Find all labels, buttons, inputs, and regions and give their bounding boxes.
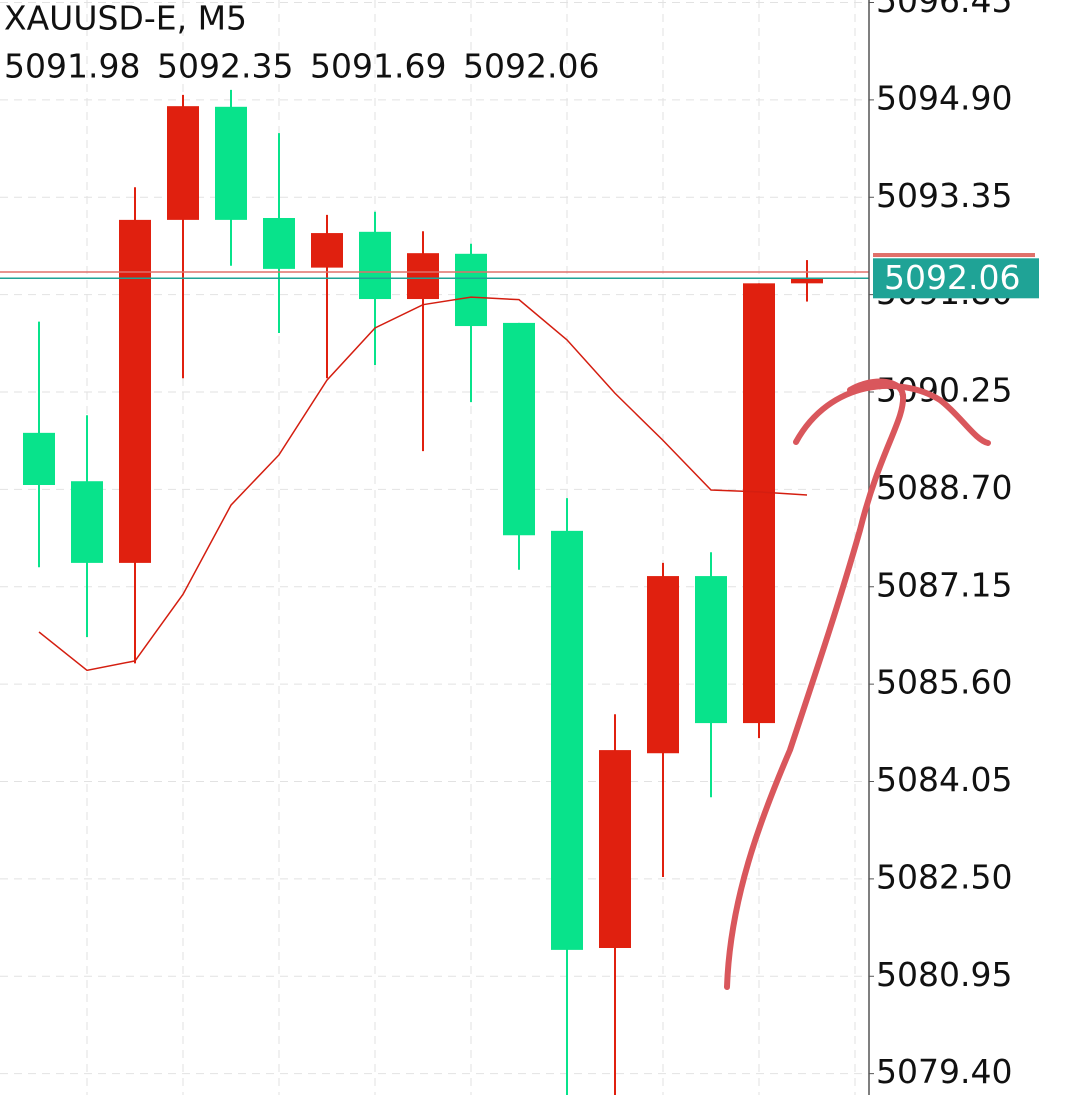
candle-body xyxy=(167,106,199,220)
y-tick-label: 5096.45 xyxy=(876,0,1012,20)
y-tick-label: 5079.40 xyxy=(876,1052,1012,1091)
plot xyxy=(0,89,869,1095)
candle-body xyxy=(743,283,775,724)
candle-body xyxy=(23,432,55,485)
price-axis: 5096.455094.905093.355091.805090.255088.… xyxy=(869,0,1039,1091)
y-tick-label: 5080.95 xyxy=(876,955,1012,994)
ohlc-value: 5091.69 xyxy=(310,47,446,86)
pen-stroke xyxy=(724,378,907,990)
candle-body xyxy=(455,253,487,327)
candle-body xyxy=(551,530,583,950)
y-tick-label: 5094.90 xyxy=(876,78,1012,117)
candle-body xyxy=(71,481,103,563)
y-tick-label: 5085.60 xyxy=(876,663,1012,702)
ask-marker xyxy=(873,253,1035,258)
ohlc-value: 5092.06 xyxy=(463,47,599,86)
candle-body xyxy=(359,231,391,300)
candle-body xyxy=(311,233,343,268)
candle-body xyxy=(599,750,631,948)
ohlc-value: 5092.35 xyxy=(157,47,293,86)
candle-body xyxy=(791,278,823,284)
moving-average-line xyxy=(38,296,808,672)
candle-body xyxy=(503,322,535,536)
candle-body xyxy=(407,253,439,300)
price-label: 5092.06 xyxy=(884,258,1020,297)
candle-body xyxy=(695,576,727,724)
y-tick-label: 5088.70 xyxy=(876,468,1012,507)
y-tick-label: 5082.50 xyxy=(876,857,1012,896)
y-tick-label: 5087.15 xyxy=(876,565,1012,604)
ohlc-header: 5091.98 5092.35 5091.69 5092.06 xyxy=(4,47,599,86)
price-label-box xyxy=(873,258,1039,299)
candle-body xyxy=(215,106,247,220)
candle-body xyxy=(647,576,679,754)
ohlc-value: 5091.98 xyxy=(4,47,140,86)
y-tick-label: 5084.05 xyxy=(876,760,1012,799)
candle-body xyxy=(263,217,295,269)
y-tick-label: 5093.35 xyxy=(876,176,1012,215)
pen-stroke xyxy=(793,382,991,446)
chart-title: XAUUSD-E, M5 xyxy=(4,0,247,38)
handwritten-annotation xyxy=(724,378,991,990)
candle-body xyxy=(119,219,151,563)
